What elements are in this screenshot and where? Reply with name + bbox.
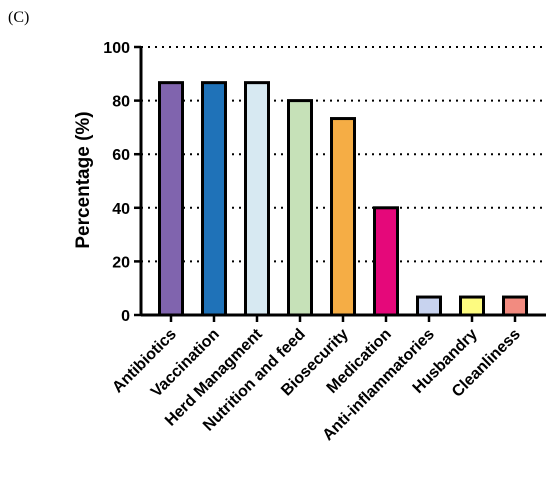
bar bbox=[158, 81, 184, 317]
y-tick-label: 0 bbox=[121, 308, 130, 325]
bar bbox=[502, 295, 528, 317]
y-tick-label: 20 bbox=[112, 254, 130, 271]
bar bbox=[330, 117, 356, 317]
gridlines bbox=[141, 46, 546, 263]
bar bbox=[459, 295, 485, 317]
bar bbox=[201, 81, 227, 317]
bars bbox=[158, 81, 528, 317]
bar bbox=[244, 81, 270, 317]
y-tick-label: 60 bbox=[112, 147, 130, 164]
axes bbox=[139, 47, 546, 322]
y-ticks: 0 20 40 60 80 100 bbox=[103, 40, 141, 325]
panel-label: (C) bbox=[8, 9, 29, 26]
y-axis-label: Percentage (%) bbox=[73, 111, 94, 248]
bar bbox=[373, 206, 399, 317]
bar bbox=[287, 99, 313, 317]
y-tick-label: 40 bbox=[112, 201, 130, 218]
y-tick-label: 80 bbox=[112, 94, 130, 111]
bar bbox=[416, 295, 442, 317]
y-tick-label: 100 bbox=[103, 40, 130, 57]
